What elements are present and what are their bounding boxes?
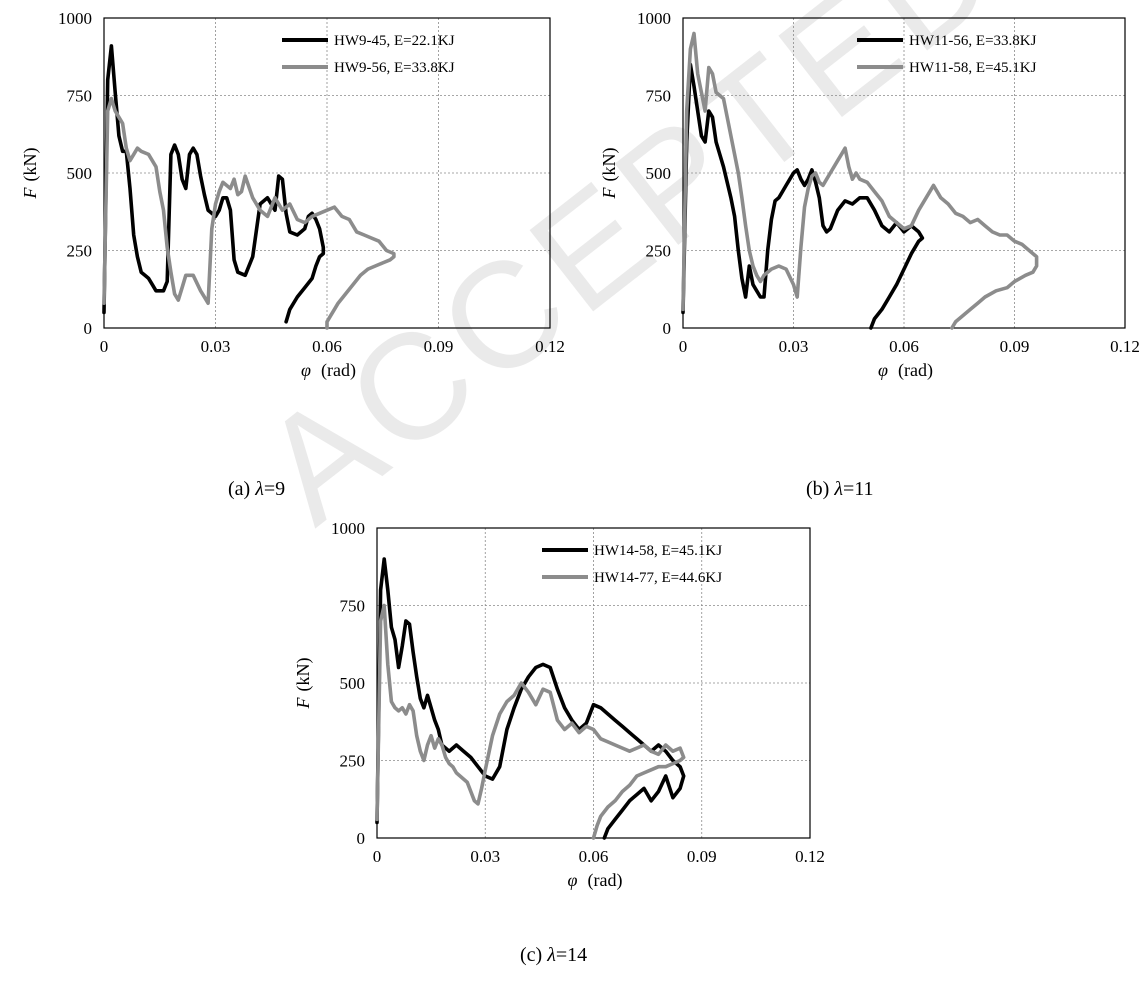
y-tick-label: 1000 xyxy=(637,9,671,28)
x-tick-label: 0.03 xyxy=(201,337,231,356)
caption-c: (c) λ=14 xyxy=(520,944,587,967)
y-axis-label: F (kN) xyxy=(20,148,41,200)
y-tick-label: 250 xyxy=(646,242,672,261)
caption-a-suffix: =9 xyxy=(263,478,286,500)
x-axis-symbol: φ xyxy=(568,870,578,890)
chart-a: 0 0.03 0.06 0.09 0.12 0 250 500 750 1000 φ (rad) F (k… xyxy=(20,9,565,381)
caption-a-prefix: (a) xyxy=(228,478,256,500)
series-line-2 xyxy=(375,603,686,840)
x-axis-label: φ (rad) xyxy=(568,870,623,891)
y-tick-label: 0 xyxy=(84,319,93,338)
y-tick-label: 1000 xyxy=(58,9,92,28)
series-line-1 xyxy=(102,44,326,324)
x-axis-symbol: φ xyxy=(301,360,311,380)
series-line-2 xyxy=(681,31,1039,330)
legend-label-1: HW11-56, E=33.8KJ xyxy=(909,33,1037,49)
plot-frame xyxy=(682,17,1126,329)
y-axis-unit: (kN) xyxy=(599,148,620,182)
y-axis-symbol: F xyxy=(293,697,313,710)
y-tick-label: 750 xyxy=(67,87,93,106)
x-axis-unit: (rad) xyxy=(898,360,933,381)
x-tick-label: 0 xyxy=(100,337,109,356)
x-tick-label: 0.09 xyxy=(1000,337,1030,356)
x-tick-label: 0.06 xyxy=(579,847,609,866)
x-tick-label: 0.03 xyxy=(470,847,500,866)
legend-label-2: HW11-58, E=45.1KJ xyxy=(909,60,1037,76)
y-axis-unit: (kN) xyxy=(20,148,41,182)
y-axis-label: F (kN) xyxy=(293,658,314,710)
x-tick-label: 0.09 xyxy=(424,337,454,356)
y-tick-label: 1000 xyxy=(331,519,365,538)
caption-c-prefix: (c) xyxy=(520,944,548,966)
x-tick-label: 0.03 xyxy=(779,337,809,356)
y-axis-unit: (kN) xyxy=(293,658,314,692)
caption-b-prefix: (b) xyxy=(806,478,835,500)
x-tick-label: 0.09 xyxy=(687,847,717,866)
y-axis-label: F (kN) xyxy=(599,148,620,200)
x-tick-label: 0.12 xyxy=(535,337,565,356)
x-axis-symbol: φ xyxy=(878,360,888,380)
y-axis-symbol: F xyxy=(599,187,619,200)
caption-a-symbol: λ xyxy=(255,478,264,500)
x-tick-label: 0.06 xyxy=(312,337,342,356)
y-tick-label: 750 xyxy=(646,87,672,106)
caption-b-suffix: =11 xyxy=(843,478,874,500)
legend-label-2: HW14-77, E=44.6KJ xyxy=(594,570,722,586)
x-axis-unit: (rad) xyxy=(321,360,356,381)
x-tick-label: 0.12 xyxy=(1110,337,1140,356)
caption-a: (a) λ=9 xyxy=(228,478,285,501)
x-axis-label: φ (rad) xyxy=(301,360,356,381)
y-tick-label: 0 xyxy=(663,319,672,338)
x-tick-label: 0 xyxy=(679,337,688,356)
y-tick-label: 500 xyxy=(340,674,366,693)
x-tick-label: 0.12 xyxy=(795,847,825,866)
y-tick-label: 250 xyxy=(67,242,93,261)
legend-label-1: HW9-45, E=22.1KJ xyxy=(334,33,455,49)
chart-b: 0 0.03 0.06 0.09 0.12 0 250 500 750 1000 φ (rad) F (k… xyxy=(599,9,1140,381)
y-tick-label: 0 xyxy=(357,829,366,848)
series-line-1 xyxy=(681,62,925,330)
legend-label-2: HW9-56, E=33.8KJ xyxy=(334,60,455,76)
y-tick-label: 500 xyxy=(646,164,672,183)
caption-b: (b) λ=11 xyxy=(806,478,874,501)
legend-label-1: HW14-58, E=45.1KJ xyxy=(594,543,722,559)
x-tick-label: 0.06 xyxy=(889,337,919,356)
caption-c-suffix: =14 xyxy=(555,944,588,966)
y-axis-symbol: F xyxy=(20,187,40,200)
caption-b-symbol: λ xyxy=(834,478,843,500)
series-line-1 xyxy=(375,557,686,840)
series-line-2 xyxy=(102,96,396,330)
y-tick-label: 250 xyxy=(340,752,366,771)
x-axis-label: φ (rad) xyxy=(878,360,933,381)
caption-c-symbol: λ xyxy=(547,944,556,966)
y-tick-label: 750 xyxy=(340,597,366,616)
x-tick-label: 0 xyxy=(373,847,382,866)
y-tick-label: 500 xyxy=(67,164,93,183)
chart-c: 0 0.03 0.06 0.09 0.12 0 250 500 750 1000 φ (rad) F (k… xyxy=(293,519,825,891)
x-axis-unit: (rad) xyxy=(587,870,622,891)
